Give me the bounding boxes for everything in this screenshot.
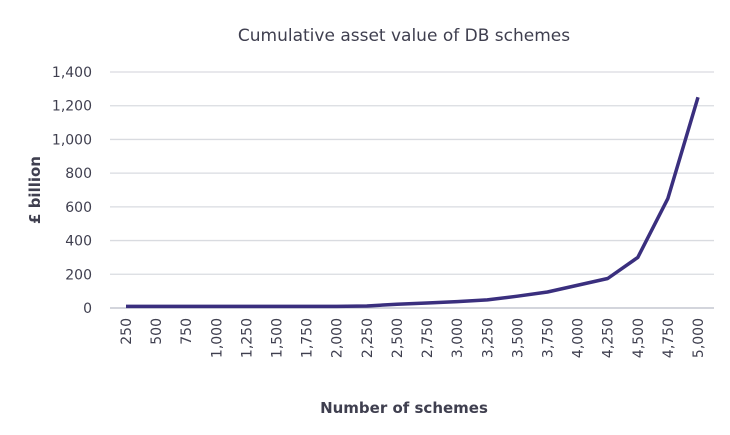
chart-title: Cumulative asset value of DB schemes [238,26,570,46]
x-tick-label: 750 [179,318,195,345]
series-line [126,96,700,309]
x-tick-label: 5,000 [691,318,707,358]
x-tick-label: 2,750 [420,318,436,358]
x-tick-label: 3,000 [450,318,466,358]
x-tick-label: 250 [119,318,135,345]
x-tick-label: 4,000 [571,318,587,358]
x-tick-label: 4,250 [601,318,617,358]
y-tick-label: 400 [65,234,92,250]
y-tick-label: 600 [65,200,92,216]
x-tick-label: 2,500 [390,318,406,358]
x-tick-label: 500 [149,318,165,345]
x-tick-label: 3,500 [510,318,526,358]
x-axis-label: Number of schemes [320,399,488,417]
x-tick-label: 1,500 [270,318,286,358]
x-tick-label: 3,750 [540,318,556,358]
y-tick-label: 200 [65,267,92,283]
y-tick-label: 1,000 [52,132,92,148]
x-tick-label: 1,250 [239,318,255,358]
x-tick-label: 4,750 [661,318,677,358]
y-tick-label: 800 [65,166,92,182]
y-tick-label: 1,400 [52,65,92,81]
x-tick-label: 1,000 [209,318,225,358]
x-tick-label: 2,250 [360,318,376,358]
x-tick-label: 1,750 [300,318,316,358]
y-axis-label: £ billion [26,156,44,224]
x-tick-label: 3,250 [480,318,496,358]
y-tick-label: 1,200 [52,99,92,115]
x-tick-label: 4,500 [631,318,647,358]
y-tick-label: 0 [83,301,92,317]
x-tick-label: 2,000 [330,318,346,358]
